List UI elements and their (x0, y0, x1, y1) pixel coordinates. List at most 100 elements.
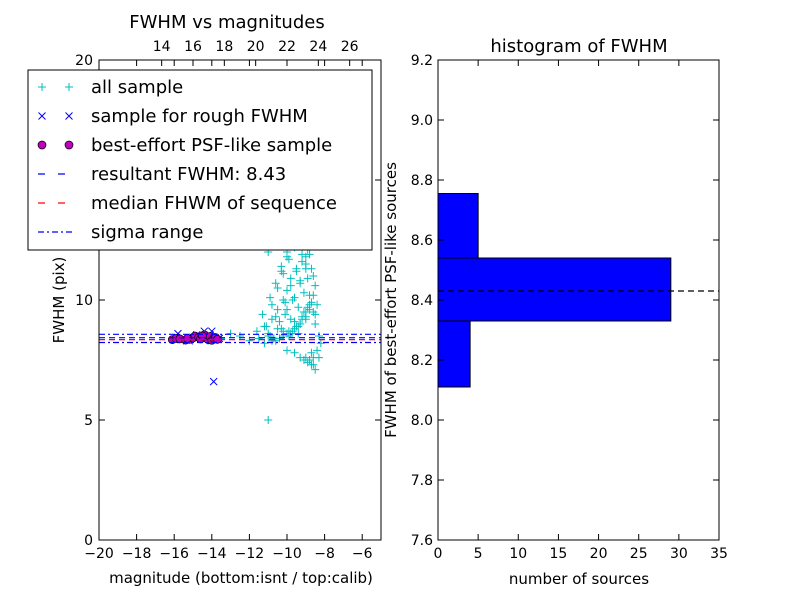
x-tick-label: 5 (474, 546, 483, 562)
scatter-y-ticks: 0 5 10 20 (75, 53, 381, 549)
all-sample-point (286, 274, 295, 283)
top-x-tick-label: 22 (278, 39, 296, 55)
y-tick-label: 0 (84, 533, 93, 549)
x-tick-label: 35 (710, 546, 728, 562)
x-tick-label: 10 (509, 546, 527, 562)
scatter-x-label: magnitude (bottom:isnt / top:calib) (109, 569, 373, 587)
x-tick-label: −12 (235, 546, 265, 562)
all-sample-point (290, 317, 299, 326)
legend-entry: sigma range (38, 222, 203, 243)
y-tick-label: 9.0 (411, 113, 433, 129)
all-sample-point (298, 250, 307, 259)
y-tick-label: 8.4 (411, 293, 433, 309)
legend-entry: all sample (38, 77, 183, 98)
scatter-legend: all sample sample for rough FWHM best-effo… (27, 69, 373, 251)
all-sample-point (271, 336, 280, 345)
all-sample-point (294, 329, 303, 338)
scatter-x-ticks: −20 −18 −16 −14 −12 −10 −8 −6 (84, 60, 373, 562)
y-tick-label: 10 (75, 293, 93, 309)
all-sample-point (313, 300, 322, 309)
legend-label: resultant FWHM: 8.43 (91, 164, 286, 185)
all-sample-point (266, 293, 275, 302)
scatter-y-label: FWHM (pix) (50, 257, 68, 344)
x-tick-label: −10 (272, 546, 302, 562)
legend-label: median FHWM of sequence (91, 193, 337, 214)
y-tick-label: 9.2 (411, 53, 433, 69)
legend-entry: resultant FWHM: 8.43 (38, 164, 286, 185)
x-tick-label: −8 (314, 546, 335, 562)
y-tick-label: 8.6 (411, 233, 433, 249)
all-sample-point (309, 360, 318, 369)
x-tick-label: 30 (670, 546, 688, 562)
histogram-bars-group (437, 193, 672, 388)
top-x-tick-label: 20 (247, 39, 265, 55)
all-sample-point (299, 288, 308, 297)
top-x-tick-label: 18 (215, 39, 233, 55)
all-sample-point (236, 332, 244, 340)
top-x-tick-label: 24 (309, 39, 327, 55)
all-sample-point (288, 296, 297, 304)
all-sample-point (258, 310, 267, 319)
all-sample-point (309, 272, 318, 280)
all-sample-point (226, 329, 235, 338)
y-tick-label: 5 (84, 413, 93, 429)
all-sample-point (314, 332, 323, 340)
all-sample-point (262, 322, 271, 331)
rough-fwhm-point (209, 377, 218, 386)
x-tick-label: −20 (84, 546, 114, 562)
histogram-bar (437, 320, 471, 388)
all-sample-point (254, 334, 263, 343)
histogram-title: histogram of FWHM (490, 36, 667, 57)
legend-label: sigma range (91, 222, 203, 243)
all-sample-point (281, 298, 290, 307)
all-sample-point (314, 353, 323, 362)
x-tick-label: 20 (590, 546, 608, 562)
histogram-x-label: number of sources (509, 570, 649, 588)
all-sample-point (275, 317, 284, 326)
all-sample-point (305, 250, 314, 259)
all-sample-point (286, 281, 295, 290)
all-sample-point (311, 281, 320, 290)
top-x-tick-label: 26 (341, 39, 359, 55)
all-sample-point (283, 305, 291, 314)
all-sample-point (301, 315, 310, 324)
y-tick-label: 20 (75, 53, 93, 69)
x-tick-label: 25 (630, 546, 648, 562)
all-sample-point (290, 348, 299, 357)
scatter-title: FWHM vs magnitudes (129, 12, 324, 33)
y-tick-label: 8.0 (411, 413, 433, 429)
legend-label: sample for rough FWHM (91, 106, 308, 127)
all-sample-point (296, 320, 305, 328)
x-tick-label: 0 (434, 546, 443, 562)
psf-like-point (198, 331, 207, 341)
reference-lines-group (99, 333, 381, 344)
all-sample-point (279, 269, 288, 278)
all-sample-point (303, 274, 312, 283)
y-tick-label: 7.8 (411, 473, 433, 489)
x-tick-label: −16 (159, 546, 189, 562)
all-sample-point (264, 416, 273, 424)
all-sample-point (273, 305, 282, 314)
histogram-x-ticks: 0 5 10 15 20 25 30 35 (434, 60, 728, 562)
scatter-top-x-ticks: 14 16 18 20 22 24 26 (153, 39, 359, 66)
all-sample-point (277, 262, 286, 271)
all-sample-point (313, 346, 322, 355)
all-sample-point (307, 348, 316, 357)
legend-entry: best-effort PSF-like sample (37, 135, 332, 156)
y-tick-label: 8.2 (411, 353, 433, 369)
top-x-tick-label: 16 (184, 39, 202, 55)
psf-like-point (183, 334, 192, 343)
all-sample-point (309, 291, 318, 300)
all-sample-point (301, 264, 310, 273)
all-sample-point (292, 267, 301, 276)
y-tick-label: 8.8 (411, 173, 433, 189)
all-sample-point (284, 332, 293, 340)
all-sample-point (267, 300, 276, 309)
all-sample-point (290, 324, 299, 333)
histogram-y-label: FWHM of best-effort PSF-like sources (382, 162, 400, 438)
x-tick-label: 15 (550, 546, 568, 562)
histogram-y-ticks: 7.6 7.8 8.0 8.2 8.4 8.6 8.8 9.0 9.2 (411, 53, 719, 549)
all-sample-point (260, 339, 269, 348)
